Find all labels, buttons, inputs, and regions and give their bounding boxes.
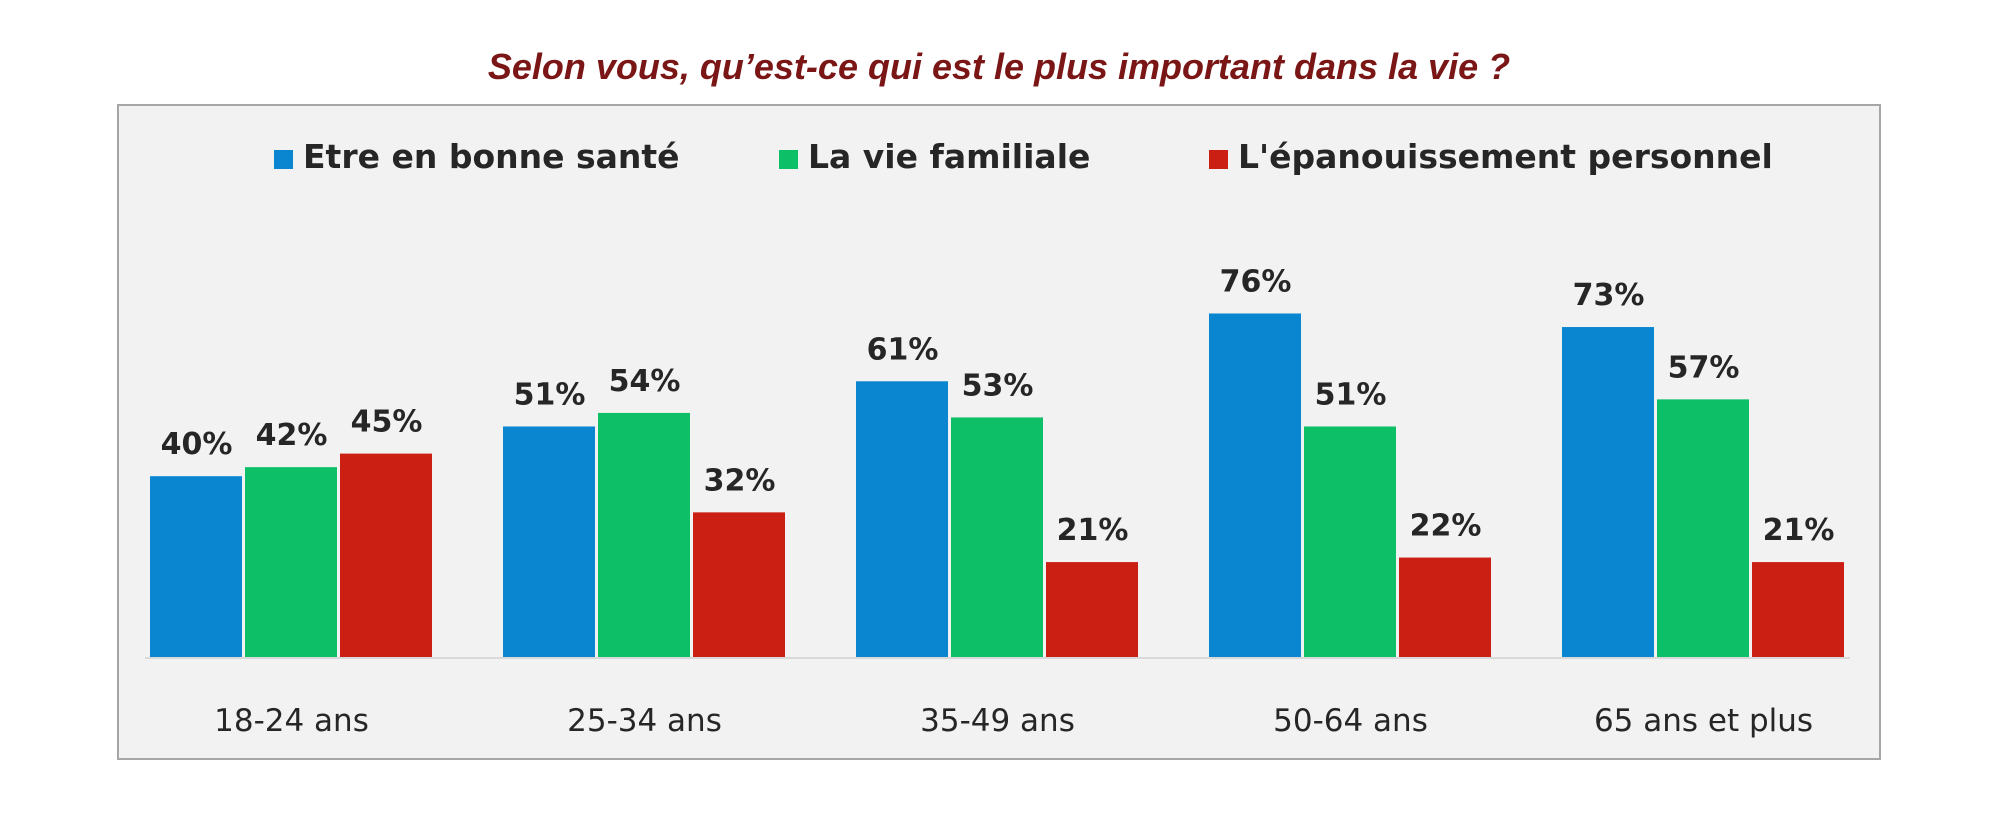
bar-65-ans-et-plus-l-epanouissement-personnel[interactable] [1752, 562, 1844, 657]
x-tick-label-25-34-ans: 25-34 ans [567, 703, 722, 739]
data-label-50-64-ans-l-epanouissement-personnel: 22% [1410, 509, 1482, 544]
bar-35-49-ans-la-vie-familiale[interactable] [951, 417, 1043, 657]
bar-50-64-ans-la-vie-familiale[interactable] [1304, 426, 1396, 657]
x-tick-label-65-ans-et-plus: 65 ans et plus [1594, 703, 1813, 739]
bar-25-34-ans-etre-en-bonne-sante[interactable] [503, 426, 595, 657]
bar-18-24-ans-l-epanouissement-personnel[interactable] [340, 453, 432, 657]
x-tick-label-18-24-ans: 18-24 ans [214, 703, 369, 739]
x-tick-label-35-49-ans: 35-49 ans [920, 703, 1075, 739]
bar-25-34-ans-la-vie-familiale[interactable] [598, 412, 690, 657]
bar-18-24-ans-etre-en-bonne-sante[interactable] [150, 476, 242, 657]
data-label-18-24-ans-la-vie-familiale: 42% [256, 418, 328, 453]
bar-35-49-ans-l-epanouissement-personnel[interactable] [1046, 562, 1138, 657]
data-label-25-34-ans-la-vie-familiale: 54% [609, 364, 681, 399]
legend-label-l-epanouissement-personnel: L'épanouissement personnel [1238, 137, 1773, 176]
legend-swatch-etre-en-bonne-sante [274, 150, 293, 169]
x-axis: 18-24 ans 25-34 ans 35-49 ans 50-64 ans 65 a… [145, 657, 1850, 739]
bar-65-ans-et-plus-etre-en-bonne-sante[interactable] [1562, 327, 1654, 657]
data-label-65-ans-et-plus-l-epanouissement-personnel: 21% [1763, 513, 1835, 548]
data-label-18-24-ans-etre-en-bonne-sante: 40% [161, 427, 233, 462]
chart-area: Etre en bonne santé La vie familiale L'épa… [117, 104, 1881, 760]
data-label-35-49-ans-la-vie-familiale: 53% [962, 368, 1034, 403]
bar-65-ans-et-plus-la-vie-familiale[interactable] [1657, 399, 1749, 657]
data-label-35-49-ans-l-epanouissement-personnel: 21% [1057, 513, 1129, 548]
data-label-18-24-ans-l-epanouissement-personnel: 45% [351, 405, 423, 440]
bar-50-64-ans-etre-en-bonne-sante[interactable] [1209, 313, 1301, 657]
data-label-65-ans-et-plus-la-vie-familiale: 57% [1668, 350, 1740, 385]
legend-item-la-vie-familiale: La vie familiale [779, 137, 1090, 176]
bar-18-24-ans-la-vie-familiale[interactable] [245, 467, 337, 657]
x-tick-label-50-64-ans: 50-64 ans [1273, 703, 1428, 739]
bar-35-49-ans-etre-en-bonne-sante[interactable] [856, 381, 948, 657]
legend-label-la-vie-familiale: La vie familiale [808, 137, 1090, 176]
legend-swatch-l-epanouissement-personnel [1209, 150, 1228, 169]
chart-title: Selon vous, qu’est-ce qui est le plus im… [487, 46, 1511, 87]
data-label-50-64-ans-la-vie-familiale: 51% [1315, 377, 1387, 412]
data-label-65-ans-et-plus-etre-en-bonne-sante: 73% [1573, 278, 1645, 313]
data-label-35-49-ans-etre-en-bonne-sante: 61% [867, 332, 939, 367]
legend: Etre en bonne santé La vie familiale L'épa… [274, 137, 1773, 176]
data-labels: 40% 42% 45% 51% 54% 32% 61% 53% 21% 76% 51% 22% 73% 5… [161, 264, 1835, 548]
bars [150, 313, 1844, 657]
bar-25-34-ans-l-epanouissement-personnel[interactable] [693, 512, 785, 657]
legend-item-l-epanouissement-personnel: L'épanouissement personnel [1209, 137, 1773, 176]
data-label-25-34-ans-l-epanouissement-personnel: 32% [704, 463, 776, 498]
data-label-25-34-ans-etre-en-bonne-sante: 51% [514, 377, 586, 412]
data-label-50-64-ans-etre-en-bonne-sante: 76% [1220, 264, 1292, 299]
legend-label-etre-en-bonne-sante: Etre en bonne santé [303, 137, 680, 176]
bar-chart: Etre en bonne santé La vie familiale L'épa… [145, 137, 1850, 739]
bar-50-64-ans-l-epanouissement-personnel[interactable] [1399, 557, 1491, 657]
legend-swatch-la-vie-familiale [779, 150, 798, 169]
legend-item-etre-en-bonne-sante: Etre en bonne santé [274, 137, 680, 176]
